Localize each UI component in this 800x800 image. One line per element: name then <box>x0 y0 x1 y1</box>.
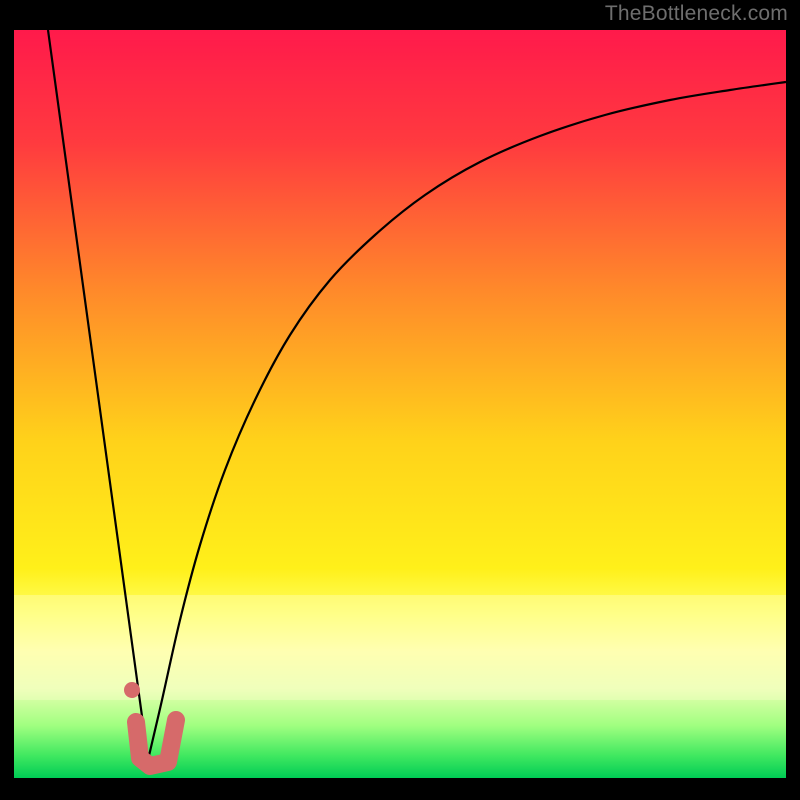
chart-svg <box>0 0 800 800</box>
watermark-text: TheBottleneck.com <box>605 2 788 26</box>
marker-dot-0 <box>124 682 140 698</box>
marker-dot-1 <box>130 727 146 743</box>
chart-canvas: TheBottleneck.com <box>0 0 800 800</box>
